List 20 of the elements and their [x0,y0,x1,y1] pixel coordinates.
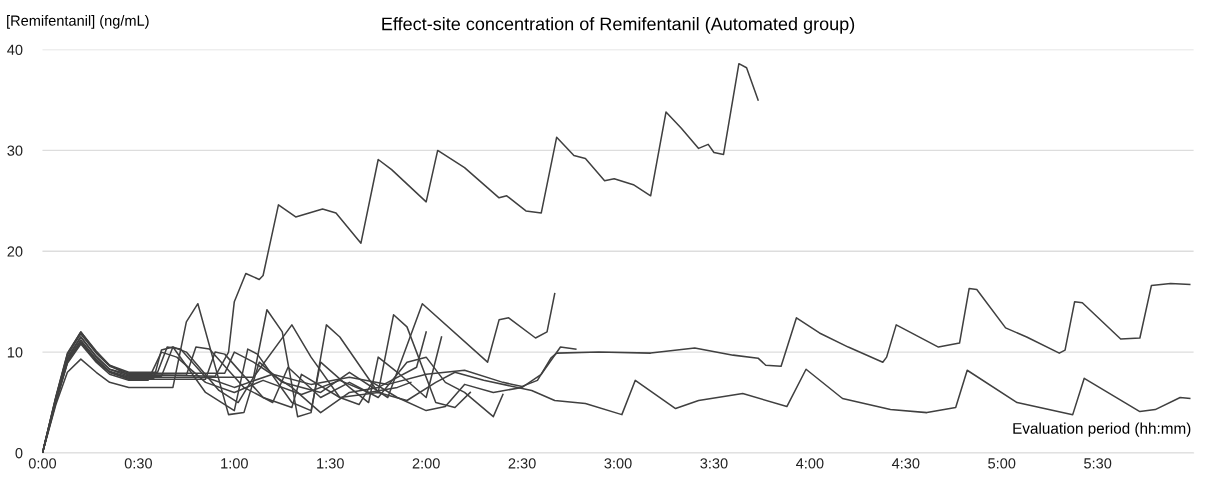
x-tick-label: 2:30 [508,458,536,469]
y-axis-title: [Remifentanil] (ng/mL) [7,15,149,29]
x-tick-label: 3:00 [604,458,632,469]
y-tick-label: 10 [7,347,23,358]
x-tick-label: 0:00 [28,458,57,469]
x-tick-label: 4:00 [796,458,824,469]
y-tick-label: 0 [15,448,23,459]
x-tick-label: 1:00 [221,458,248,469]
x-tick-label: 0:30 [124,458,153,469]
x-tick-label: 3:30 [700,458,728,469]
chart-title: Effect-site concentration of Remifentanil (Automated group) [382,17,855,34]
x-tick-label: 5:00 [988,458,1016,469]
x-axis-title: Evaluation period (hh:mm) [1013,422,1191,437]
x-tick-label: 1:30 [317,458,344,469]
x-tick-label: 5:30 [1084,458,1112,469]
x-tick-label: 2:00 [412,458,440,469]
y-tick-label: 20 [7,246,23,257]
y-tick-label: 40 [7,44,23,55]
y-tick-label: 30 [7,145,23,156]
x-tick-label: 4:30 [891,458,920,469]
